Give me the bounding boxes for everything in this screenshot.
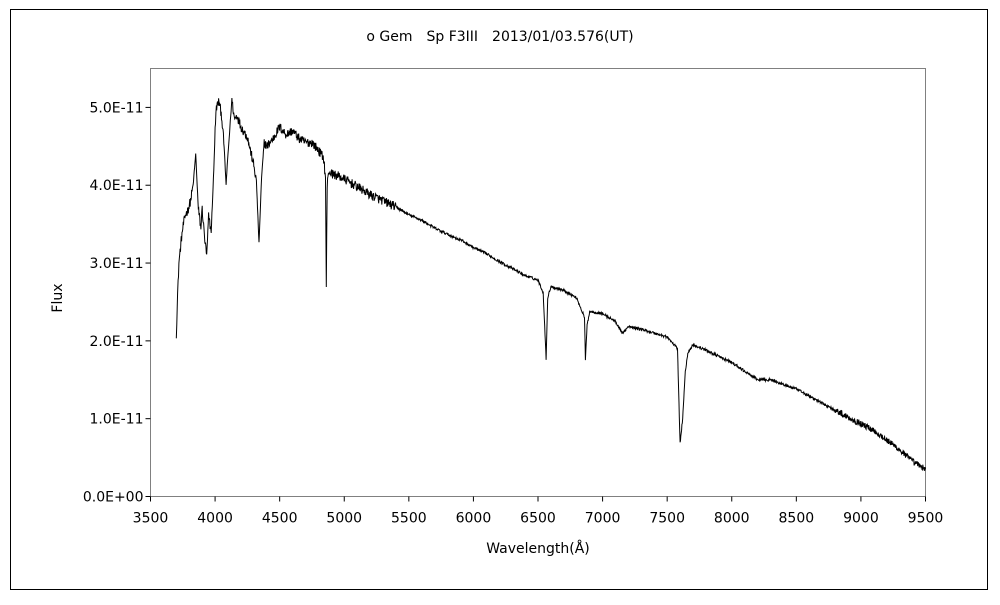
y-tick-label: 1.0E-11 — [90, 412, 144, 428]
x-tick-label: 3500 — [133, 511, 169, 527]
x-tick-label: 7500 — [649, 511, 685, 527]
series-line-0 — [175, 97, 926, 472]
x-tick-label: 6000 — [456, 511, 492, 527]
x-tick-label: 7000 — [585, 511, 621, 527]
x-tick-label: 8000 — [714, 511, 750, 527]
y-tick-label: 4.0E-11 — [90, 178, 144, 194]
x-tick-label: 4000 — [197, 511, 233, 527]
x-tick-label: 9500 — [908, 511, 944, 527]
x-axis-ticks: 3500 4000 4500 5000 5500 6000 6500 7000 7500 8000… — [133, 496, 944, 527]
x-axis-label: Wavelength(Å) — [486, 540, 590, 557]
x-tick-label: 8500 — [779, 511, 815, 527]
plot-area — [150, 68, 926, 497]
x-tick-label: 4500 — [262, 511, 298, 527]
y-tick-label: 3.0E-11 — [90, 256, 144, 272]
y-tick-label: 5.0E-11 — [90, 100, 144, 116]
x-tick-label: 6500 — [520, 511, 556, 527]
chart-title: ο Gem Sp F3III 2013/01/03.576(UT) — [366, 29, 633, 45]
x-tick-label: 5500 — [391, 511, 427, 527]
y-axis-ticks: 0.0E+00 1.0E-11 2.0E-11 3.0E-11 4.0E-11 5.0E-… — [83, 100, 151, 506]
y-tick-label: 2.0E-11 — [90, 334, 144, 350]
x-tick-label: 9000 — [843, 511, 879, 527]
y-tick-label: 0.0E+00 — [83, 490, 144, 506]
series-layer — [175, 97, 926, 472]
y-axis-label: Flux — [50, 283, 66, 312]
x-tick-label: 5000 — [326, 511, 362, 527]
